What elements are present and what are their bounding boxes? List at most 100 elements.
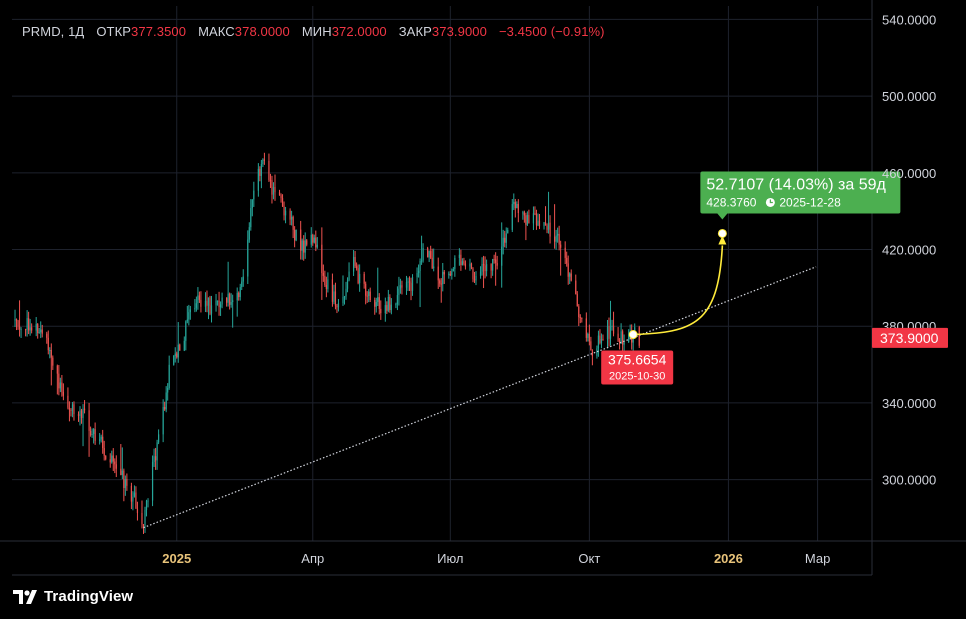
candle-body[interactable] [378,297,380,309]
candle-body[interactable] [359,273,361,284]
candle-body[interactable] [20,329,22,331]
candle-body[interactable] [40,329,42,333]
candle-body[interactable] [401,285,403,288]
forecast-start-tag[interactable]: 375.6654 2025-10-30 [601,350,674,385]
candle-body[interactable] [238,292,240,298]
candle-body[interactable] [300,229,302,251]
candle-body[interactable] [183,340,185,351]
candle-body[interactable] [68,407,71,410]
candle-body[interactable] [227,293,229,303]
candle-body[interactable] [464,263,467,267]
candle-body[interactable] [581,317,583,319]
candle-body[interactable] [395,304,397,306]
candle-body[interactable] [576,294,578,307]
candle-body[interactable] [492,259,494,271]
candle-body[interactable] [525,215,527,225]
candle-body[interactable] [151,462,154,501]
candle-body[interactable] [608,326,610,339]
candle-body[interactable] [609,325,612,339]
candle-body[interactable] [133,492,136,497]
candle-body[interactable] [218,300,220,308]
candle-body[interactable] [354,256,356,267]
candle-body[interactable] [437,266,439,281]
candle-body[interactable] [514,201,516,209]
candle-body[interactable] [135,492,137,509]
candle-body[interactable] [327,279,329,290]
candle-body[interactable] [274,186,276,193]
candle-body[interactable] [442,271,444,285]
candle-body[interactable] [316,244,318,248]
candle-body[interactable] [176,353,178,358]
candle-body[interactable] [41,329,43,334]
candle-body[interactable] [280,195,282,199]
candle-body[interactable] [420,260,423,262]
trendline[interactable] [143,266,817,529]
candle-body[interactable] [501,246,503,266]
candle-body[interactable] [141,512,143,525]
candle-body[interactable] [547,222,550,230]
candle-body[interactable] [377,297,379,303]
candle-body[interactable] [606,326,609,340]
candle-body[interactable] [210,305,213,314]
candle-body[interactable] [142,524,145,526]
candle-body[interactable] [433,266,435,269]
candle-body[interactable] [356,266,358,269]
candle-body[interactable] [495,259,497,263]
candle-body[interactable] [569,273,571,277]
candle-body[interactable] [49,350,51,352]
candle-body[interactable] [229,293,231,305]
candle-body[interactable] [50,350,52,358]
candle-body[interactable] [346,280,349,289]
candle-body[interactable] [390,304,392,311]
candle-body[interactable] [294,229,296,241]
candle-body[interactable] [407,281,409,283]
candle-body[interactable] [522,212,524,214]
candle-body[interactable] [260,164,262,176]
candle-body[interactable] [389,296,391,311]
candle-body[interactable] [132,496,134,502]
candle-body[interactable] [120,468,122,475]
candle-body[interactable] [472,268,474,280]
candle-body[interactable] [337,303,340,308]
candle-body[interactable] [130,485,133,502]
forecast-result-box[interactable]: 52.7107 (14.03%) за 59д 428.3760 2025-12… [700,171,901,220]
candle-body[interactable] [439,280,441,284]
candle-body[interactable] [242,276,244,282]
candle-body[interactable] [121,470,123,475]
candle-body[interactable] [454,257,456,270]
candle-body[interactable] [100,436,102,440]
candle-body[interactable] [207,297,210,306]
candle-body[interactable] [549,222,551,237]
candle-body[interactable] [411,277,414,291]
candle-body[interactable] [443,271,445,275]
candle-body[interactable] [153,456,155,463]
candle-body[interactable] [124,478,126,488]
candle-body[interactable] [82,408,84,418]
candle-body[interactable] [602,338,604,340]
candle-body[interactable] [268,160,270,180]
candle-body[interactable] [410,282,412,291]
candle-body[interactable] [216,300,219,302]
candle-body[interactable] [481,264,483,272]
candle-body[interactable] [67,395,69,408]
candle-body[interactable] [173,355,175,365]
candle-body[interactable] [451,271,453,276]
candle-body[interactable] [507,229,509,234]
candle-body[interactable] [115,464,117,469]
candle-body[interactable] [165,392,167,410]
candle-body[interactable] [156,442,158,461]
candle-body[interactable] [80,410,83,418]
candle-body[interactable] [638,327,640,346]
candle-body[interactable] [230,302,232,305]
candle-body[interactable] [236,292,238,301]
candle-body[interactable] [534,213,536,215]
time-axis[interactable]: 2025 Апр Июл Окт 2026 Мар [162,551,830,566]
candle-body[interactable] [46,333,48,338]
candle-body[interactable] [345,288,347,297]
candle-body[interactable] [58,373,60,389]
candle-body[interactable] [29,327,31,331]
candle-body[interactable] [396,295,399,305]
candle-body[interactable] [154,456,157,461]
candle-body[interactable] [475,275,477,281]
